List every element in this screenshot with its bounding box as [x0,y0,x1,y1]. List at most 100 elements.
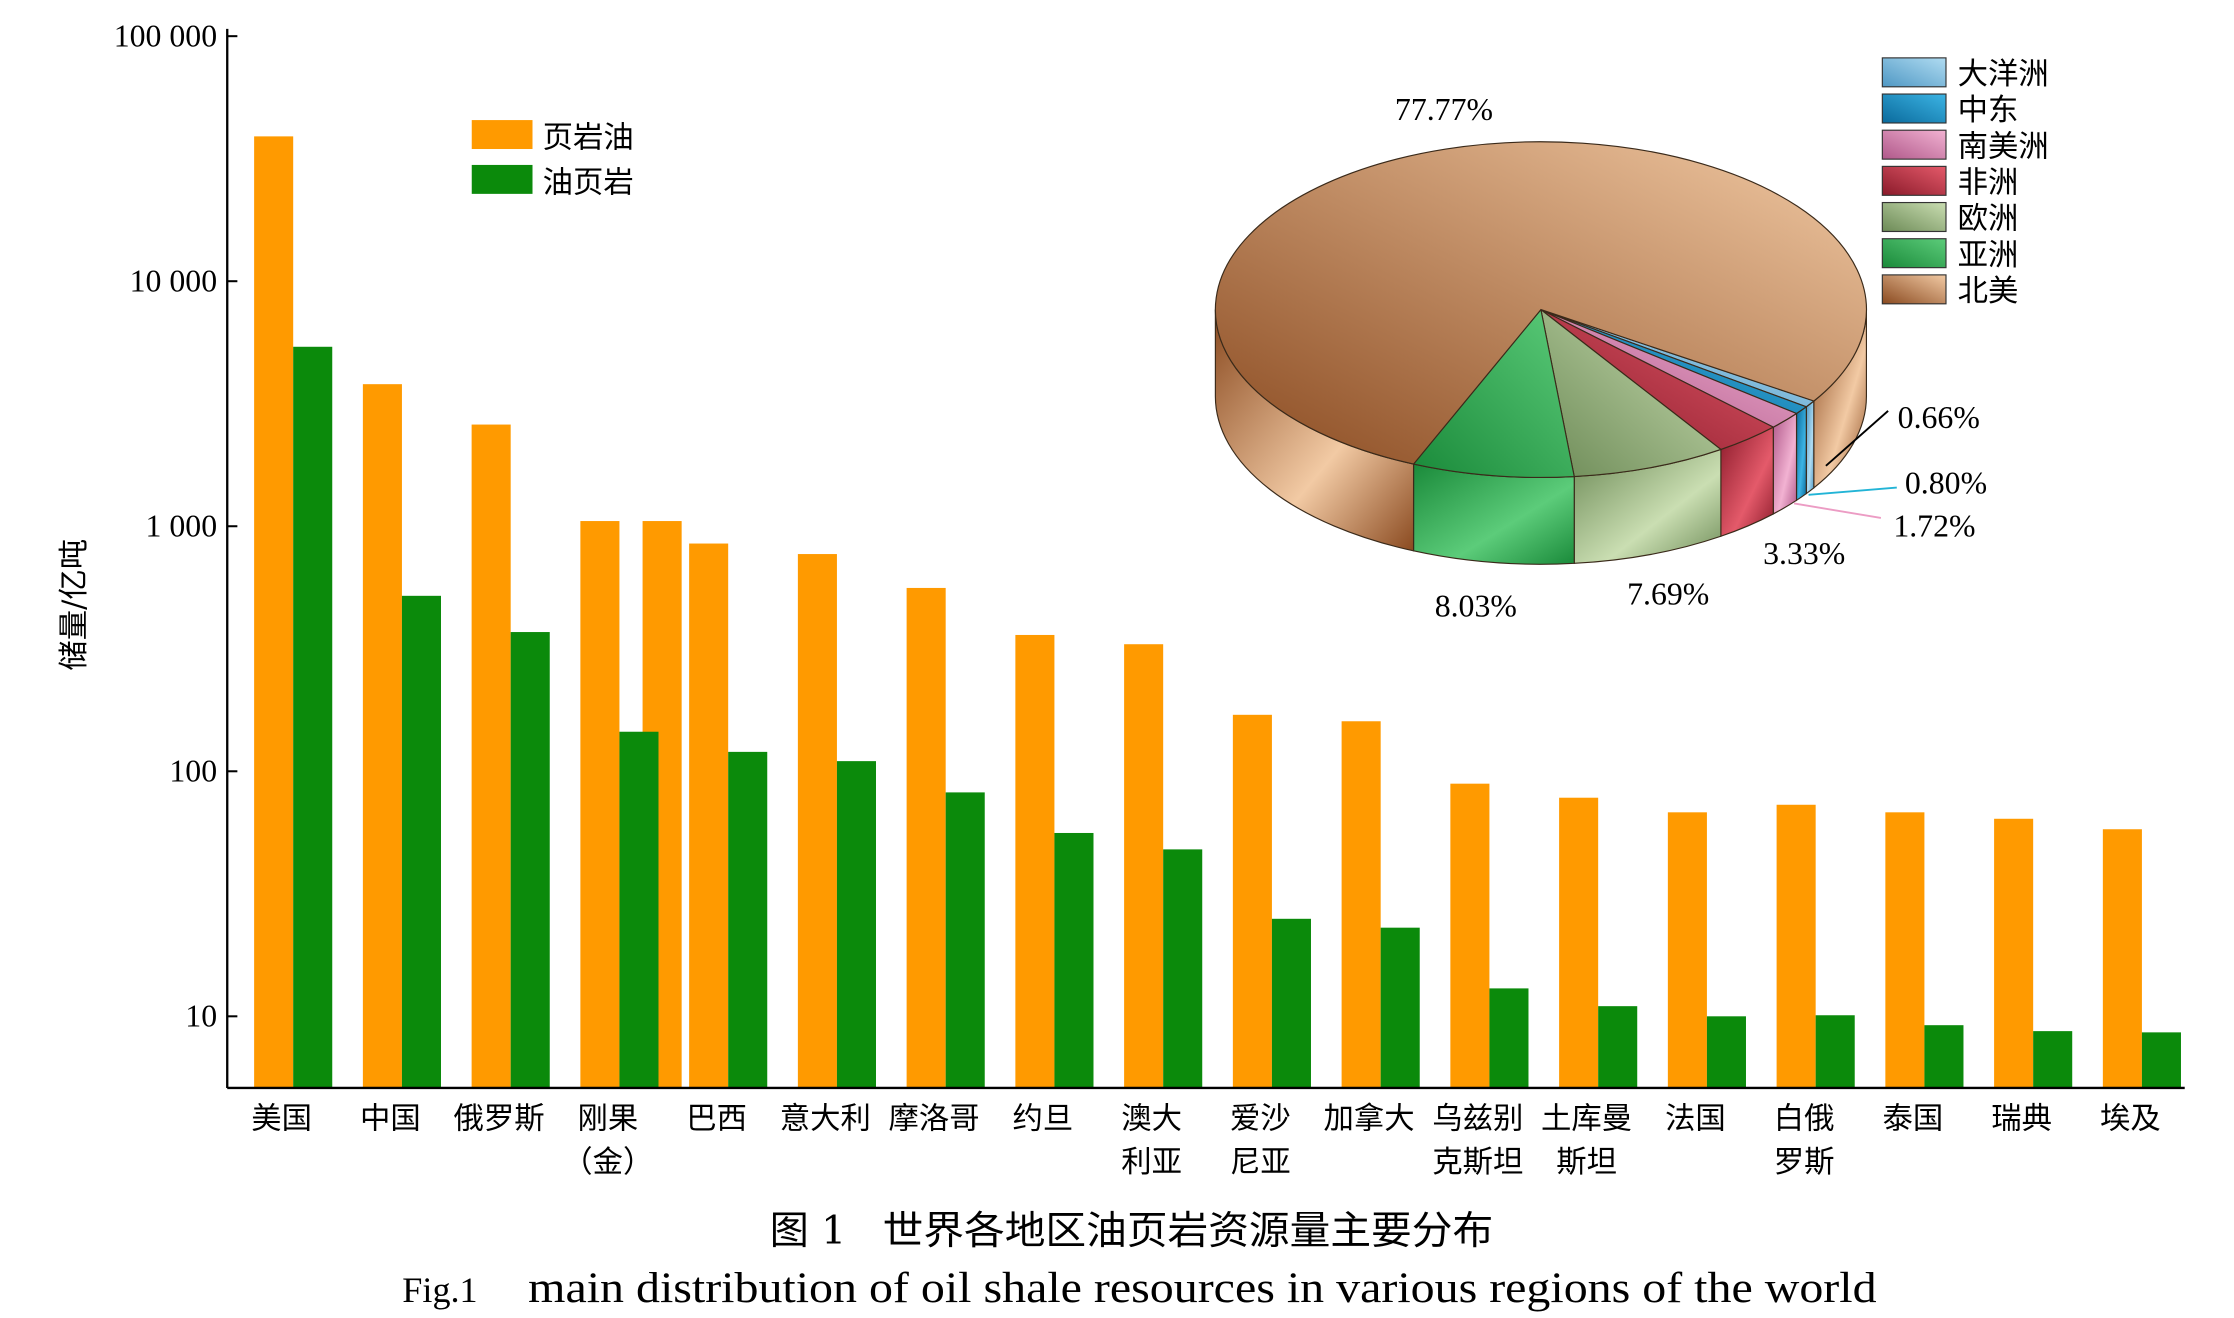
pie-slice-亚洲 [1412,308,1575,479]
x-tick-label-line: 瑞典 [1991,1101,2052,1136]
pie-legend-swatch [1881,129,1947,160]
pie-legend-label: 亚洲 [1958,238,2019,273]
x-tick-label: 爱沙尼亚 [1230,1101,1291,1179]
pie-value-label: 8.03% [1435,588,1517,623]
x-tick-label: 中国 [360,1101,421,1136]
bar-油页岩 [1271,918,1311,1088]
bar-油页岩 [1054,832,1094,1088]
pie-value-label: 1.72% [1893,509,1975,544]
bar-油页岩 [1380,927,1420,1088]
legend-swatch [471,120,533,150]
x-tick-label-line: （金） [562,1145,653,1180]
legend-label: 油页岩 [543,165,634,200]
y-tick-label: 10 000 [130,263,217,298]
bar-页岩油 [1667,812,1707,1088]
pie-legend-swatch [1881,201,1947,233]
y-axis-label: 储量/亿吨 [57,539,92,671]
x-tick-label-line: 美国 [251,1101,312,1136]
x-tick-label-line: 尼亚 [1230,1145,1291,1180]
bar-页岩油 [906,587,946,1088]
pie-legend-label: 非洲 [1958,165,2019,200]
bar-油页岩 [728,751,768,1088]
y-tick-label: 100 000 [114,18,217,53]
pie-side-中东 [1795,405,1807,502]
x-tick-label-line: 白俄 [1774,1101,1835,1136]
bar-油页岩 [1163,849,1203,1088]
legend-label: 页岩油 [543,121,634,156]
pie-value-label: 77.77% [1395,92,1493,127]
x-tick-label-line: 利亚 [1121,1145,1182,1180]
x-tick-label: 埃及 [2100,1101,2161,1136]
pie-value-label: 0.66% [1898,400,1980,435]
bar-油页岩 [1489,988,1529,1088]
x-tick-label-line: 意大利 [780,1101,871,1136]
pie-leader-line [1793,502,1882,519]
bar-油页岩 [293,346,333,1088]
bar-页岩油 [1124,644,1164,1088]
x-tick-label-line: 爱沙 [1230,1101,1291,1136]
x-tick-label-line: 土库曼 [1541,1101,1632,1136]
x-tick-label-line: 克斯坦 [1432,1145,1523,1180]
pie-legend-label: 南美洲 [1958,129,2049,164]
x-tick-label-line: 泰国 [1882,1101,1943,1136]
x-tick-label: 刚果 （金） [562,1101,653,1179]
pie-side-亚洲 [1412,463,1575,565]
pie-legend-swatch [1881,274,1947,305]
x-tick-label-line: 加拿大 [1324,1101,1415,1136]
x-tick-label-line: 乌兹别 [1432,1101,1523,1136]
x-tick-label: 美国 [251,1101,312,1136]
x-tick-label: 澳大利亚 [1121,1101,1182,1179]
pie-legend-label: 大洋洲 [1958,57,2049,92]
bar-页岩油 [1776,804,1816,1088]
x-tick-label-line: 斯坦 [1556,1145,1617,1180]
x-tick-label-line: 刚果 [577,1101,638,1136]
x-tick-label: 约旦 [1012,1101,1073,1136]
bar-油页岩 [1815,1015,1855,1088]
bar-页岩油 [1885,812,1925,1088]
bar-油页岩 [510,632,550,1088]
bar-页岩油 [1559,797,1599,1088]
pie-leader-line [1825,410,1889,467]
x-tick-label-line: 法国 [1665,1101,1726,1136]
bar-页岩油 [1341,721,1381,1088]
x-tick-label-line: 埃及 [2100,1101,2161,1136]
pie-legend-label: 欧洲 [1958,202,2019,237]
pie-slice-北美 [1214,141,1867,465]
y-tick-label: 10 [185,998,217,1033]
x-tick-label: 意大利 [780,1101,871,1136]
y-tick-label: 1 000 [146,508,218,543]
x-tick-label-line: 摩洛哥 [889,1101,980,1136]
bar-页岩油 [797,554,837,1088]
x-tick-label-line: 澳大 [1121,1101,1182,1136]
pie-side-南美洲 [1772,412,1798,515]
bar-油页岩 [2033,1031,2073,1088]
pie-value-label: 7.69% [1627,577,1709,612]
x-tick-label-line: 俄罗斯 [454,1101,545,1136]
bar-油页岩 [1706,1016,1746,1088]
x-tick-label-line: 罗斯 [1774,1145,1835,1180]
pie-value-label: 3.33% [1763,536,1845,571]
pie-leader-line [1808,486,1897,496]
pie-legend-swatch [1881,165,1947,196]
x-tick-label: 俄罗斯 [454,1101,545,1136]
x-tick-label: 巴西 [686,1101,747,1136]
caption-zh-label: 图 1 [770,1209,846,1254]
bar-页岩油 [580,521,620,1088]
bar-页岩油 [1232,714,1272,1088]
bar-油页岩 [945,792,985,1088]
x-tick-label: 加拿大 [1324,1101,1415,1136]
x-tick-label: 乌兹别克斯坦 [1432,1101,1523,1179]
pie-legend-label: 中东 [1958,93,2019,128]
x-tick-label-line: 中国 [360,1101,421,1136]
legend-swatch [471,164,533,194]
pie-chart: 0.66% 0.80% 1.72% 3.33% 7.69% 8.03% 77.77% 大洋洲中… [1214,57,2049,623]
bar-页岩油 [1450,783,1490,1088]
pie-value-label: 0.80% [1905,465,1987,500]
bar-油页岩 [619,731,659,1088]
x-tick-label: 瑞典 [1991,1101,2052,1136]
bar-油页岩 [1924,1025,1964,1088]
x-tick-label: 法国 [1665,1101,1726,1136]
bar-油页岩 [836,761,876,1088]
